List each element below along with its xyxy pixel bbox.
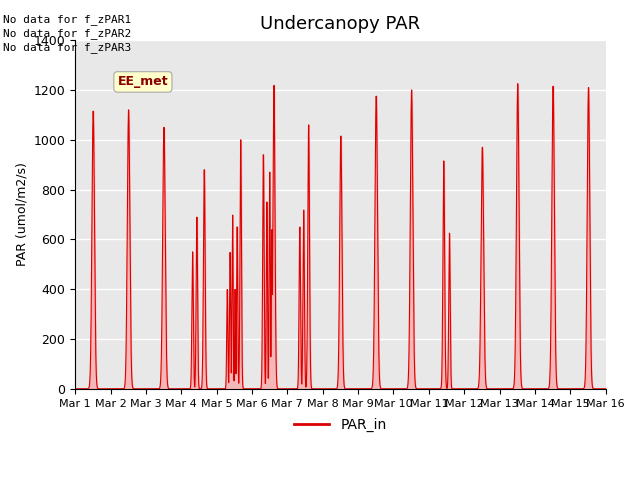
Legend: PAR_in: PAR_in — [289, 412, 392, 438]
Text: No data for f_zPAR2: No data for f_zPAR2 — [3, 28, 131, 39]
Text: No data for f_zPAR3: No data for f_zPAR3 — [3, 42, 131, 53]
Title: Undercanopy PAR: Undercanopy PAR — [260, 15, 420, 33]
Text: EE_met: EE_met — [118, 75, 168, 88]
Text: No data for f_zPAR1: No data for f_zPAR1 — [3, 13, 131, 24]
Y-axis label: PAR (umol/m2/s): PAR (umol/m2/s) — [15, 163, 28, 266]
